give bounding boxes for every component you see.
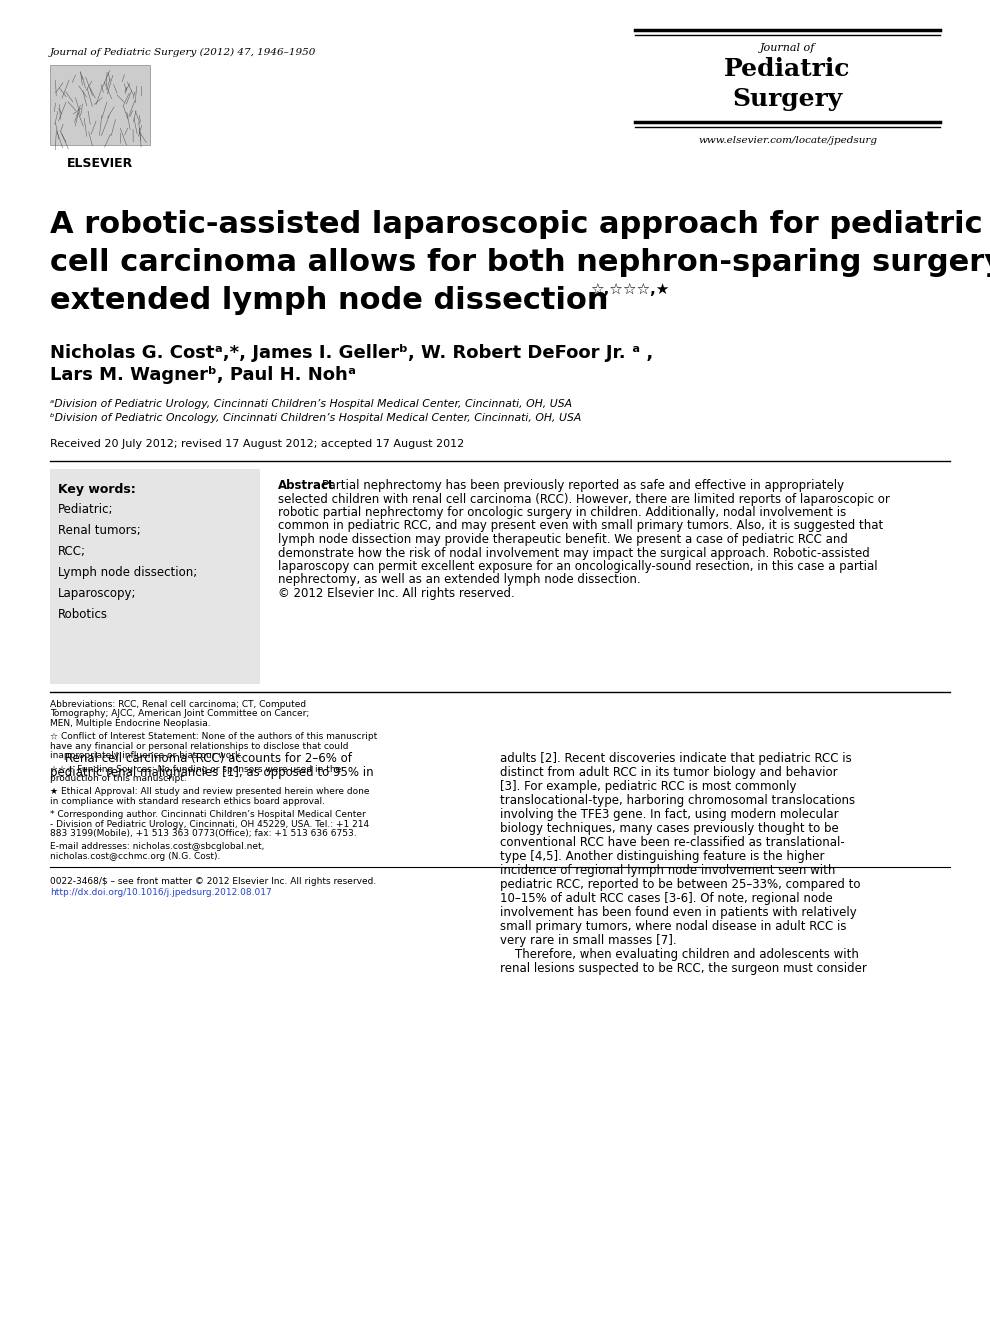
Text: extended lymph node dissection: extended lymph node dissection xyxy=(50,286,609,315)
Text: Pediatric: Pediatric xyxy=(725,57,850,81)
Text: type [4,5]. Another distinguishing feature is the higher: type [4,5]. Another distinguishing featu… xyxy=(500,850,825,863)
Text: ★ Ethical Approval: All study and review presented herein where done: ★ Ethical Approval: All study and review… xyxy=(50,788,369,796)
Text: Abbreviations: RCC, Renal cell carcinoma; CT, Computed: Abbreviations: RCC, Renal cell carcinoma… xyxy=(50,700,306,709)
Text: Nicholas G. Costᵃ,*, James I. Gellerᵇ, W. Robert DeFoor Jr. ᵃ ,: Nicholas G. Costᵃ,*, James I. Gellerᵇ, W… xyxy=(50,345,653,362)
Text: Laparoscopy;: Laparoscopy; xyxy=(58,587,137,601)
Text: - Division of Pediatric Urology, Cincinnati, OH 45229, USA. Tel.: +1 214: - Division of Pediatric Urology, Cincinn… xyxy=(50,820,369,829)
Text: involvement has been found even in patients with relatively: involvement has been found even in patie… xyxy=(500,906,856,919)
Text: production of this manuscript.: production of this manuscript. xyxy=(50,774,187,783)
Text: RCC;: RCC; xyxy=(58,545,86,558)
Text: Lars M. Wagnerᵇ, Paul H. Nohᵃ: Lars M. Wagnerᵇ, Paul H. Nohᵃ xyxy=(50,366,356,384)
Text: Pediatric;: Pediatric; xyxy=(58,503,114,516)
Text: renal lesions suspected to be RCC, the surgeon must consider: renal lesions suspected to be RCC, the s… xyxy=(500,962,867,975)
Text: Robotics: Robotics xyxy=(58,609,108,620)
Text: lymph node dissection may provide therapeutic benefit. We present a case of pedi: lymph node dissection may provide therap… xyxy=(278,533,847,546)
Text: 10–15% of adult RCC cases [3-6]. Of note, regional node: 10–15% of adult RCC cases [3-6]. Of note… xyxy=(500,892,833,906)
Text: Received 20 July 2012; revised 17 August 2012; accepted 17 August 2012: Received 20 July 2012; revised 17 August… xyxy=(50,440,464,449)
Text: pediatric RCC, reported to be between 25–33%, compared to: pediatric RCC, reported to be between 25… xyxy=(500,878,860,891)
Text: ᵇDivision of Pediatric Oncology, Cincinnati Children’s Hospital Medical Center, : ᵇDivision of Pediatric Oncology, Cincinn… xyxy=(50,413,581,422)
Text: ☆☆☆ Funding Sources: No funding or sponsors were used in the: ☆☆☆ Funding Sources: No funding or spons… xyxy=(50,764,342,774)
Text: nicholas.cost@cchmc.org (N.G. Cost).: nicholas.cost@cchmc.org (N.G. Cost). xyxy=(50,851,221,861)
Text: in compliance with standard research ethics board approval.: in compliance with standard research eth… xyxy=(50,797,325,807)
Text: Renal tumors;: Renal tumors; xyxy=(58,524,141,537)
Text: Partial nephrectomy has been previously reported as safe and effective in approp: Partial nephrectomy has been previously … xyxy=(322,479,844,492)
Text: inappropriately influence or bias our work.: inappropriately influence or bias our wo… xyxy=(50,751,244,760)
Text: ELSEVIER: ELSEVIER xyxy=(67,157,133,170)
Text: laparoscopy can permit excellent exposure for an oncologically-sound resection, : laparoscopy can permit excellent exposur… xyxy=(278,560,877,573)
Text: A robotic-assisted laparoscopic approach for pediatric renal: A robotic-assisted laparoscopic approach… xyxy=(50,210,990,239)
Text: pediatric renal malignancies [1], as opposed to 95% in: pediatric renal malignancies [1], as opp… xyxy=(50,766,373,779)
Text: Key words:: Key words: xyxy=(58,483,136,496)
Text: very rare in small masses [7].: very rare in small masses [7]. xyxy=(500,935,676,946)
Text: involving the TFE3 gene. In fact, using modern molecular: involving the TFE3 gene. In fact, using … xyxy=(500,808,839,821)
FancyBboxPatch shape xyxy=(50,469,260,684)
Text: * Corresponding author. Cincinnati Children’s Hospital Medical Center: * Corresponding author. Cincinnati Child… xyxy=(50,810,365,820)
FancyBboxPatch shape xyxy=(50,65,150,145)
Text: biology techniques, many cases previously thought to be: biology techniques, many cases previousl… xyxy=(500,822,839,836)
Text: ☆ Conflict of Interest Statement: None of the authors of this manuscript: ☆ Conflict of Interest Statement: None o… xyxy=(50,733,377,742)
Text: Journal of: Journal of xyxy=(759,44,815,53)
Text: MEN, Multiple Endocrine Neoplasia.: MEN, Multiple Endocrine Neoplasia. xyxy=(50,719,211,729)
Text: cell carcinoma allows for both nephron-sparing surgery and: cell carcinoma allows for both nephron-s… xyxy=(50,248,990,277)
Text: Renal cell carcinoma (RCC) accounts for 2–6% of: Renal cell carcinoma (RCC) accounts for … xyxy=(50,752,351,766)
Text: incidence of regional lymph node involvement seen with: incidence of regional lymph node involve… xyxy=(500,865,836,876)
Text: selected children with renal cell carcinoma (RCC). However, there are limited re: selected children with renal cell carcin… xyxy=(278,492,890,506)
Text: E-mail addresses: nicholas.cost@sbcglobal.net,: E-mail addresses: nicholas.cost@sbcgloba… xyxy=(50,842,264,851)
Text: Therefore, when evaluating children and adolescents with: Therefore, when evaluating children and … xyxy=(500,948,859,961)
Text: 0022-3468/$ – see front matter © 2012 Elsevier Inc. All rights reserved.: 0022-3468/$ – see front matter © 2012 El… xyxy=(50,878,376,887)
Text: ᵃDivision of Pediatric Urology, Cincinnati Children’s Hospital Medical Center, C: ᵃDivision of Pediatric Urology, Cincinna… xyxy=(50,399,572,409)
Text: http://dx.doi.org/10.1016/j.jpedsurg.2012.08.017: http://dx.doi.org/10.1016/j.jpedsurg.201… xyxy=(50,888,271,898)
Text: [3]. For example, pediatric RCC is most commonly: [3]. For example, pediatric RCC is most … xyxy=(500,780,797,793)
Text: small primary tumors, where nodal disease in adult RCC is: small primary tumors, where nodal diseas… xyxy=(500,920,846,933)
Text: nephrectomy, as well as an extended lymph node dissection.: nephrectomy, as well as an extended lymp… xyxy=(278,573,641,586)
Text: ☆,☆☆☆,★: ☆,☆☆☆,★ xyxy=(590,282,669,297)
Text: Lymph node dissection;: Lymph node dissection; xyxy=(58,566,197,579)
Text: conventional RCC have been re-classified as translational-: conventional RCC have been re-classified… xyxy=(500,836,844,849)
Text: Surgery: Surgery xyxy=(733,87,842,111)
Text: www.elsevier.com/locate/jpedsurg: www.elsevier.com/locate/jpedsurg xyxy=(698,136,877,145)
Text: Tomography; AJCC, American Joint Committee on Cancer;: Tomography; AJCC, American Joint Committ… xyxy=(50,710,309,718)
Text: Journal of Pediatric Surgery (2012) 47, 1946–1950: Journal of Pediatric Surgery (2012) 47, … xyxy=(50,48,317,57)
Text: translocational-type, harboring chromosomal translocations: translocational-type, harboring chromoso… xyxy=(500,795,855,807)
Text: common in pediatric RCC, and may present even with small primary tumors. Also, i: common in pediatric RCC, and may present… xyxy=(278,520,883,532)
Text: demonstrate how the risk of nodal involvement may impact the surgical approach. : demonstrate how the risk of nodal involv… xyxy=(278,546,870,560)
Text: have any financial or personal relationships to disclose that could: have any financial or personal relations… xyxy=(50,742,348,751)
Text: © 2012 Elsevier Inc. All rights reserved.: © 2012 Elsevier Inc. All rights reserved… xyxy=(278,587,515,601)
Text: adults [2]. Recent discoveries indicate that pediatric RCC is: adults [2]. Recent discoveries indicate … xyxy=(500,752,851,766)
Text: Abstract: Abstract xyxy=(278,479,335,492)
Text: robotic partial nephrectomy for oncologic surgery in children. Additionally, nod: robotic partial nephrectomy for oncologi… xyxy=(278,506,846,519)
Text: distinct from adult RCC in its tumor biology and behavior: distinct from adult RCC in its tumor bio… xyxy=(500,766,838,779)
Text: 883 3199(Mobile), +1 513 363 0773(Office); fax: +1 513 636 6753.: 883 3199(Mobile), +1 513 363 0773(Office… xyxy=(50,829,356,838)
